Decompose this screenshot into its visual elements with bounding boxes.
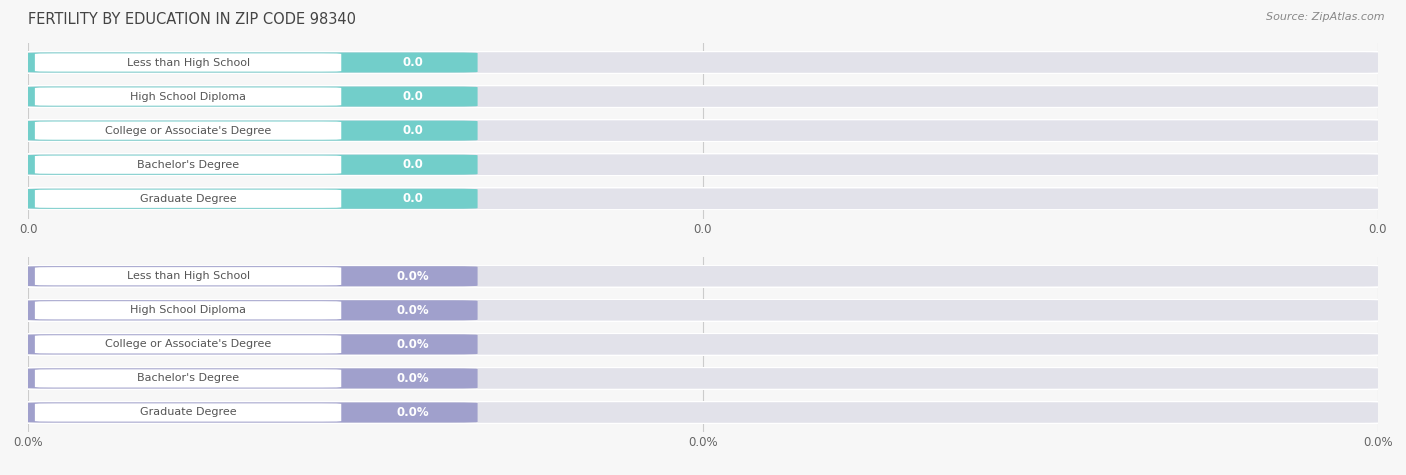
FancyBboxPatch shape xyxy=(25,368,1381,389)
FancyBboxPatch shape xyxy=(35,403,342,422)
FancyBboxPatch shape xyxy=(28,85,1378,108)
FancyBboxPatch shape xyxy=(25,402,478,423)
Text: 0.0%: 0.0% xyxy=(396,304,429,317)
FancyBboxPatch shape xyxy=(25,120,1381,141)
Text: High School Diploma: High School Diploma xyxy=(131,305,246,315)
Text: Bachelor's Degree: Bachelor's Degree xyxy=(136,373,239,383)
FancyBboxPatch shape xyxy=(25,369,478,389)
FancyBboxPatch shape xyxy=(28,333,1378,356)
FancyBboxPatch shape xyxy=(25,402,1381,423)
Text: 0.0: 0.0 xyxy=(402,192,423,205)
Text: 0.0: 0.0 xyxy=(402,56,423,69)
FancyBboxPatch shape xyxy=(25,266,1381,286)
FancyBboxPatch shape xyxy=(25,300,1381,321)
FancyBboxPatch shape xyxy=(28,153,1378,176)
Text: 0.0%: 0.0% xyxy=(396,406,429,419)
Text: 0.0: 0.0 xyxy=(402,90,423,103)
Text: Less than High School: Less than High School xyxy=(127,57,250,67)
FancyBboxPatch shape xyxy=(25,154,1381,175)
FancyBboxPatch shape xyxy=(28,51,1378,74)
FancyBboxPatch shape xyxy=(25,300,478,320)
Text: FERTILITY BY EDUCATION IN ZIP CODE 98340: FERTILITY BY EDUCATION IN ZIP CODE 98340 xyxy=(28,12,356,27)
FancyBboxPatch shape xyxy=(35,87,342,106)
Text: College or Associate's Degree: College or Associate's Degree xyxy=(105,339,271,350)
FancyBboxPatch shape xyxy=(25,86,478,106)
FancyBboxPatch shape xyxy=(25,334,1381,355)
FancyBboxPatch shape xyxy=(35,301,342,320)
FancyBboxPatch shape xyxy=(28,187,1378,210)
FancyBboxPatch shape xyxy=(35,190,342,208)
FancyBboxPatch shape xyxy=(28,299,1378,322)
Text: 0.0: 0.0 xyxy=(402,158,423,171)
FancyBboxPatch shape xyxy=(35,122,342,140)
Text: 0.0%: 0.0% xyxy=(396,338,429,351)
Text: Bachelor's Degree: Bachelor's Degree xyxy=(136,160,239,170)
Text: Graduate Degree: Graduate Degree xyxy=(139,194,236,204)
Text: High School Diploma: High School Diploma xyxy=(131,92,246,102)
FancyBboxPatch shape xyxy=(25,266,478,286)
FancyBboxPatch shape xyxy=(25,86,1381,107)
Text: Graduate Degree: Graduate Degree xyxy=(139,408,236,418)
Text: 0.0%: 0.0% xyxy=(396,270,429,283)
FancyBboxPatch shape xyxy=(35,335,342,353)
Text: 0.0: 0.0 xyxy=(402,124,423,137)
FancyBboxPatch shape xyxy=(35,369,342,388)
FancyBboxPatch shape xyxy=(28,401,1378,424)
Text: College or Associate's Degree: College or Associate's Degree xyxy=(105,125,271,136)
FancyBboxPatch shape xyxy=(35,53,342,72)
FancyBboxPatch shape xyxy=(28,367,1378,390)
FancyBboxPatch shape xyxy=(25,52,1381,73)
FancyBboxPatch shape xyxy=(35,155,342,174)
FancyBboxPatch shape xyxy=(28,265,1378,288)
FancyBboxPatch shape xyxy=(35,267,342,285)
FancyBboxPatch shape xyxy=(25,334,478,354)
FancyBboxPatch shape xyxy=(28,119,1378,142)
FancyBboxPatch shape xyxy=(25,189,478,209)
FancyBboxPatch shape xyxy=(25,189,1381,209)
Text: Less than High School: Less than High School xyxy=(127,271,250,281)
Text: 0.0%: 0.0% xyxy=(396,372,429,385)
FancyBboxPatch shape xyxy=(25,155,478,175)
FancyBboxPatch shape xyxy=(25,121,478,141)
Text: Source: ZipAtlas.com: Source: ZipAtlas.com xyxy=(1267,12,1385,22)
FancyBboxPatch shape xyxy=(25,52,478,73)
